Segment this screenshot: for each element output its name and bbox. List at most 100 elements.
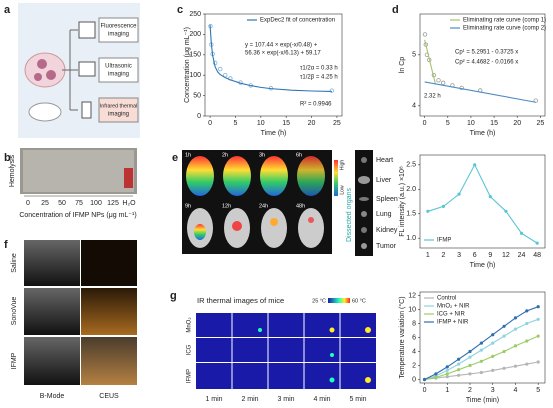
hotspot <box>329 377 335 383</box>
marker <box>457 357 461 361</box>
y-tick-label: 250 <box>189 11 201 18</box>
col-label: 4 min <box>313 396 330 403</box>
data-point <box>422 32 428 37</box>
marker <box>457 192 461 196</box>
marker <box>525 339 529 343</box>
x-tick-label: 25 <box>333 120 341 127</box>
panel-letter: f <box>4 239 8 251</box>
x-tick-label: 20 <box>308 120 316 127</box>
organs-photo <box>355 150 373 256</box>
dish <box>34 73 42 81</box>
tubes <box>23 150 134 192</box>
marker <box>457 362 461 366</box>
col-label: CEUS <box>99 393 119 400</box>
panel-letter: g <box>170 290 177 302</box>
item-text: imaging <box>108 112 129 118</box>
y-tick-label: 0 <box>197 113 201 120</box>
colorbar <box>328 298 350 303</box>
organ-label: Lung <box>376 211 392 218</box>
col-label: 2 min <box>241 396 258 403</box>
panel-b: b Hemolysis 0 25 50 75 100 125 H₂O Conce… <box>4 148 137 219</box>
y-tick-label: 10 <box>408 306 416 313</box>
marker <box>536 360 540 364</box>
time-label: 2h <box>222 152 228 158</box>
icon <box>78 61 96 77</box>
x-tick-label: 15 <box>282 120 290 127</box>
rat <box>297 156 325 196</box>
panel-g: g IR thermal images of mice 25 °C 60 °C … <box>170 290 376 403</box>
image-grid <box>196 313 376 389</box>
y-tick-label: 6 <box>412 334 416 341</box>
scale-label: High <box>339 160 345 171</box>
signal <box>308 217 314 223</box>
panel-title: IR thermal images of mice <box>197 296 284 305</box>
scale-label: Low <box>339 185 345 195</box>
marker <box>422 377 427 382</box>
hotspot <box>329 327 335 333</box>
y-tick-label: 2.5 <box>406 162 416 169</box>
marker <box>434 375 438 379</box>
legend-label: IFMP + NIR <box>437 320 469 326</box>
icon <box>81 101 92 119</box>
annotation: 2.32 h <box>424 94 441 100</box>
x-tick-label: 6 <box>473 252 477 259</box>
y-tick-label: 2.0 <box>406 186 416 193</box>
dish <box>46 70 56 80</box>
x-tick-label: 3 <box>491 387 495 394</box>
y-tick-label: 1.5 <box>406 211 416 218</box>
organ <box>361 243 367 249</box>
item-text: Infrared thermal <box>100 103 137 109</box>
y-tick-label: 150 <box>189 52 201 59</box>
mouse <box>28 102 62 122</box>
x-axis-title: Time (h) <box>470 262 496 269</box>
y-axis-title: Concentration (μg mL⁻¹) <box>184 27 191 103</box>
y-tick-label: 12 <box>408 292 416 299</box>
box <box>98 97 139 123</box>
x-tick-label: 1 <box>445 387 449 394</box>
item-text: Ultrasonic <box>105 64 132 70</box>
ceus-image <box>81 288 137 335</box>
marker <box>519 231 524 235</box>
rat <box>261 208 287 248</box>
axis-title: Concentration of IFMP NPs (μg mL⁻¹) <box>19 212 136 219</box>
marker <box>457 373 461 377</box>
x-tick-label: 20 <box>513 120 521 127</box>
scale-label: 25 °C <box>312 298 326 304</box>
scale-label: 60 °C <box>352 298 366 304</box>
organ-label: Liver <box>376 177 392 184</box>
x-tick-label: 1 <box>426 252 430 259</box>
us-image <box>24 240 80 286</box>
series-line <box>424 81 536 103</box>
x-tick-label: 5 <box>233 120 237 127</box>
marker <box>468 372 472 376</box>
data-point <box>329 88 335 93</box>
signal <box>194 224 206 240</box>
marker <box>479 341 483 345</box>
tick-label: 0 <box>26 200 30 207</box>
time-label: 12h <box>222 203 231 209</box>
legend-label: ICG + NIR <box>437 312 466 318</box>
x-tick-label: 10 <box>257 120 265 127</box>
x-tick-label: 48 <box>533 252 541 259</box>
organ <box>361 157 367 163</box>
panel-letter: c <box>177 4 183 16</box>
x-tick-label: 12 <box>502 252 510 259</box>
panel-letter: d <box>392 4 399 16</box>
plot-frame <box>419 13 546 117</box>
annotation: R² = 0.9946 <box>300 102 332 108</box>
marker <box>457 368 461 372</box>
marker <box>479 370 483 375</box>
organ <box>359 197 369 201</box>
x-tick-label: 3 <box>457 252 461 259</box>
legend-label: Eliminating rate curve (comp 1) <box>463 18 546 24</box>
x-tick-label: 15 <box>490 120 498 127</box>
tick-label: 125 <box>107 200 119 207</box>
y-tick-label: 2 <box>412 362 416 369</box>
col-label: B-Mode <box>40 393 65 400</box>
us-image <box>24 337 80 385</box>
marker <box>513 364 518 368</box>
marker <box>502 366 506 370</box>
connector <box>62 29 78 111</box>
x-tick-label: 4 <box>514 387 518 394</box>
rat <box>260 156 288 196</box>
